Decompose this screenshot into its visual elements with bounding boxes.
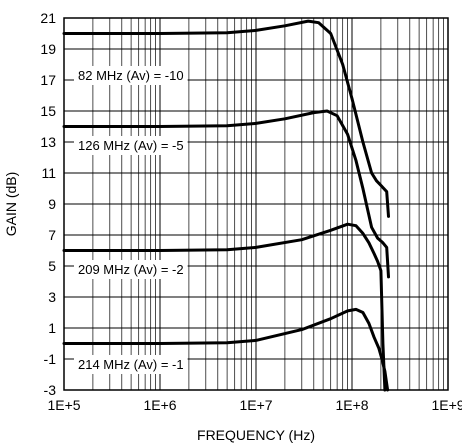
x-tick-label: 1E+6 [143, 397, 176, 413]
y-tick-label: 15 [40, 103, 56, 119]
curve-annotation: 126 MHz (Av) = -5 [78, 138, 184, 153]
x-tick-label: 1E+5 [47, 397, 80, 413]
y-axis-label: GAIN (dB) [3, 172, 19, 237]
x-tick-labels: 1E+5 1E+6 1E+7 1E+8 1E+9 [47, 397, 462, 413]
x-tick-label: 1E+7 [239, 397, 272, 413]
y-tick-label: 7 [48, 227, 56, 243]
annotation-box [74, 136, 188, 155]
y-tick-label: 1 [48, 320, 56, 336]
y-tick-label: 5 [48, 258, 56, 274]
series-line-2 [62, 109, 390, 279]
y-tick-label: 21 [40, 10, 56, 26]
y-tick-label: 17 [40, 72, 56, 88]
annotation-box [74, 355, 188, 374]
series-line-1 [62, 19, 390, 218]
curve-annotation: 82 MHz (Av) = -10 [78, 68, 184, 83]
y-tick-label: 11 [41, 165, 56, 181]
annotation-box [74, 66, 188, 85]
annotation-backgrounds [74, 66, 188, 374]
y-tick-label: -1 [44, 351, 57, 367]
y-tick-label: 13 [40, 134, 56, 150]
y-tick-label: 9 [48, 196, 56, 212]
x-tick-label: 1E+8 [335, 397, 368, 413]
x-axis-label: FREQUENCY (Hz) [197, 427, 315, 443]
x-tick-label: 1E+9 [431, 397, 462, 413]
plot-frame [63, 17, 449, 391]
y-tick-label: 3 [48, 289, 56, 305]
annotation-box [74, 260, 188, 279]
series-line-4 [62, 307, 390, 392]
y-tick-label: -3 [44, 382, 57, 398]
y-tick-label: 19 [40, 41, 56, 57]
series-line-3 [62, 222, 387, 392]
curve-annotations: 82 MHz (Av) = -10 126 MHz (Av) = -5 209 MH… [78, 68, 184, 372]
series-lines [62, 19, 390, 392]
curve-annotation: 214 MHz (Av) = -1 [78, 357, 184, 372]
curve-annotation: 209 MHz (Av) = -2 [78, 262, 184, 277]
